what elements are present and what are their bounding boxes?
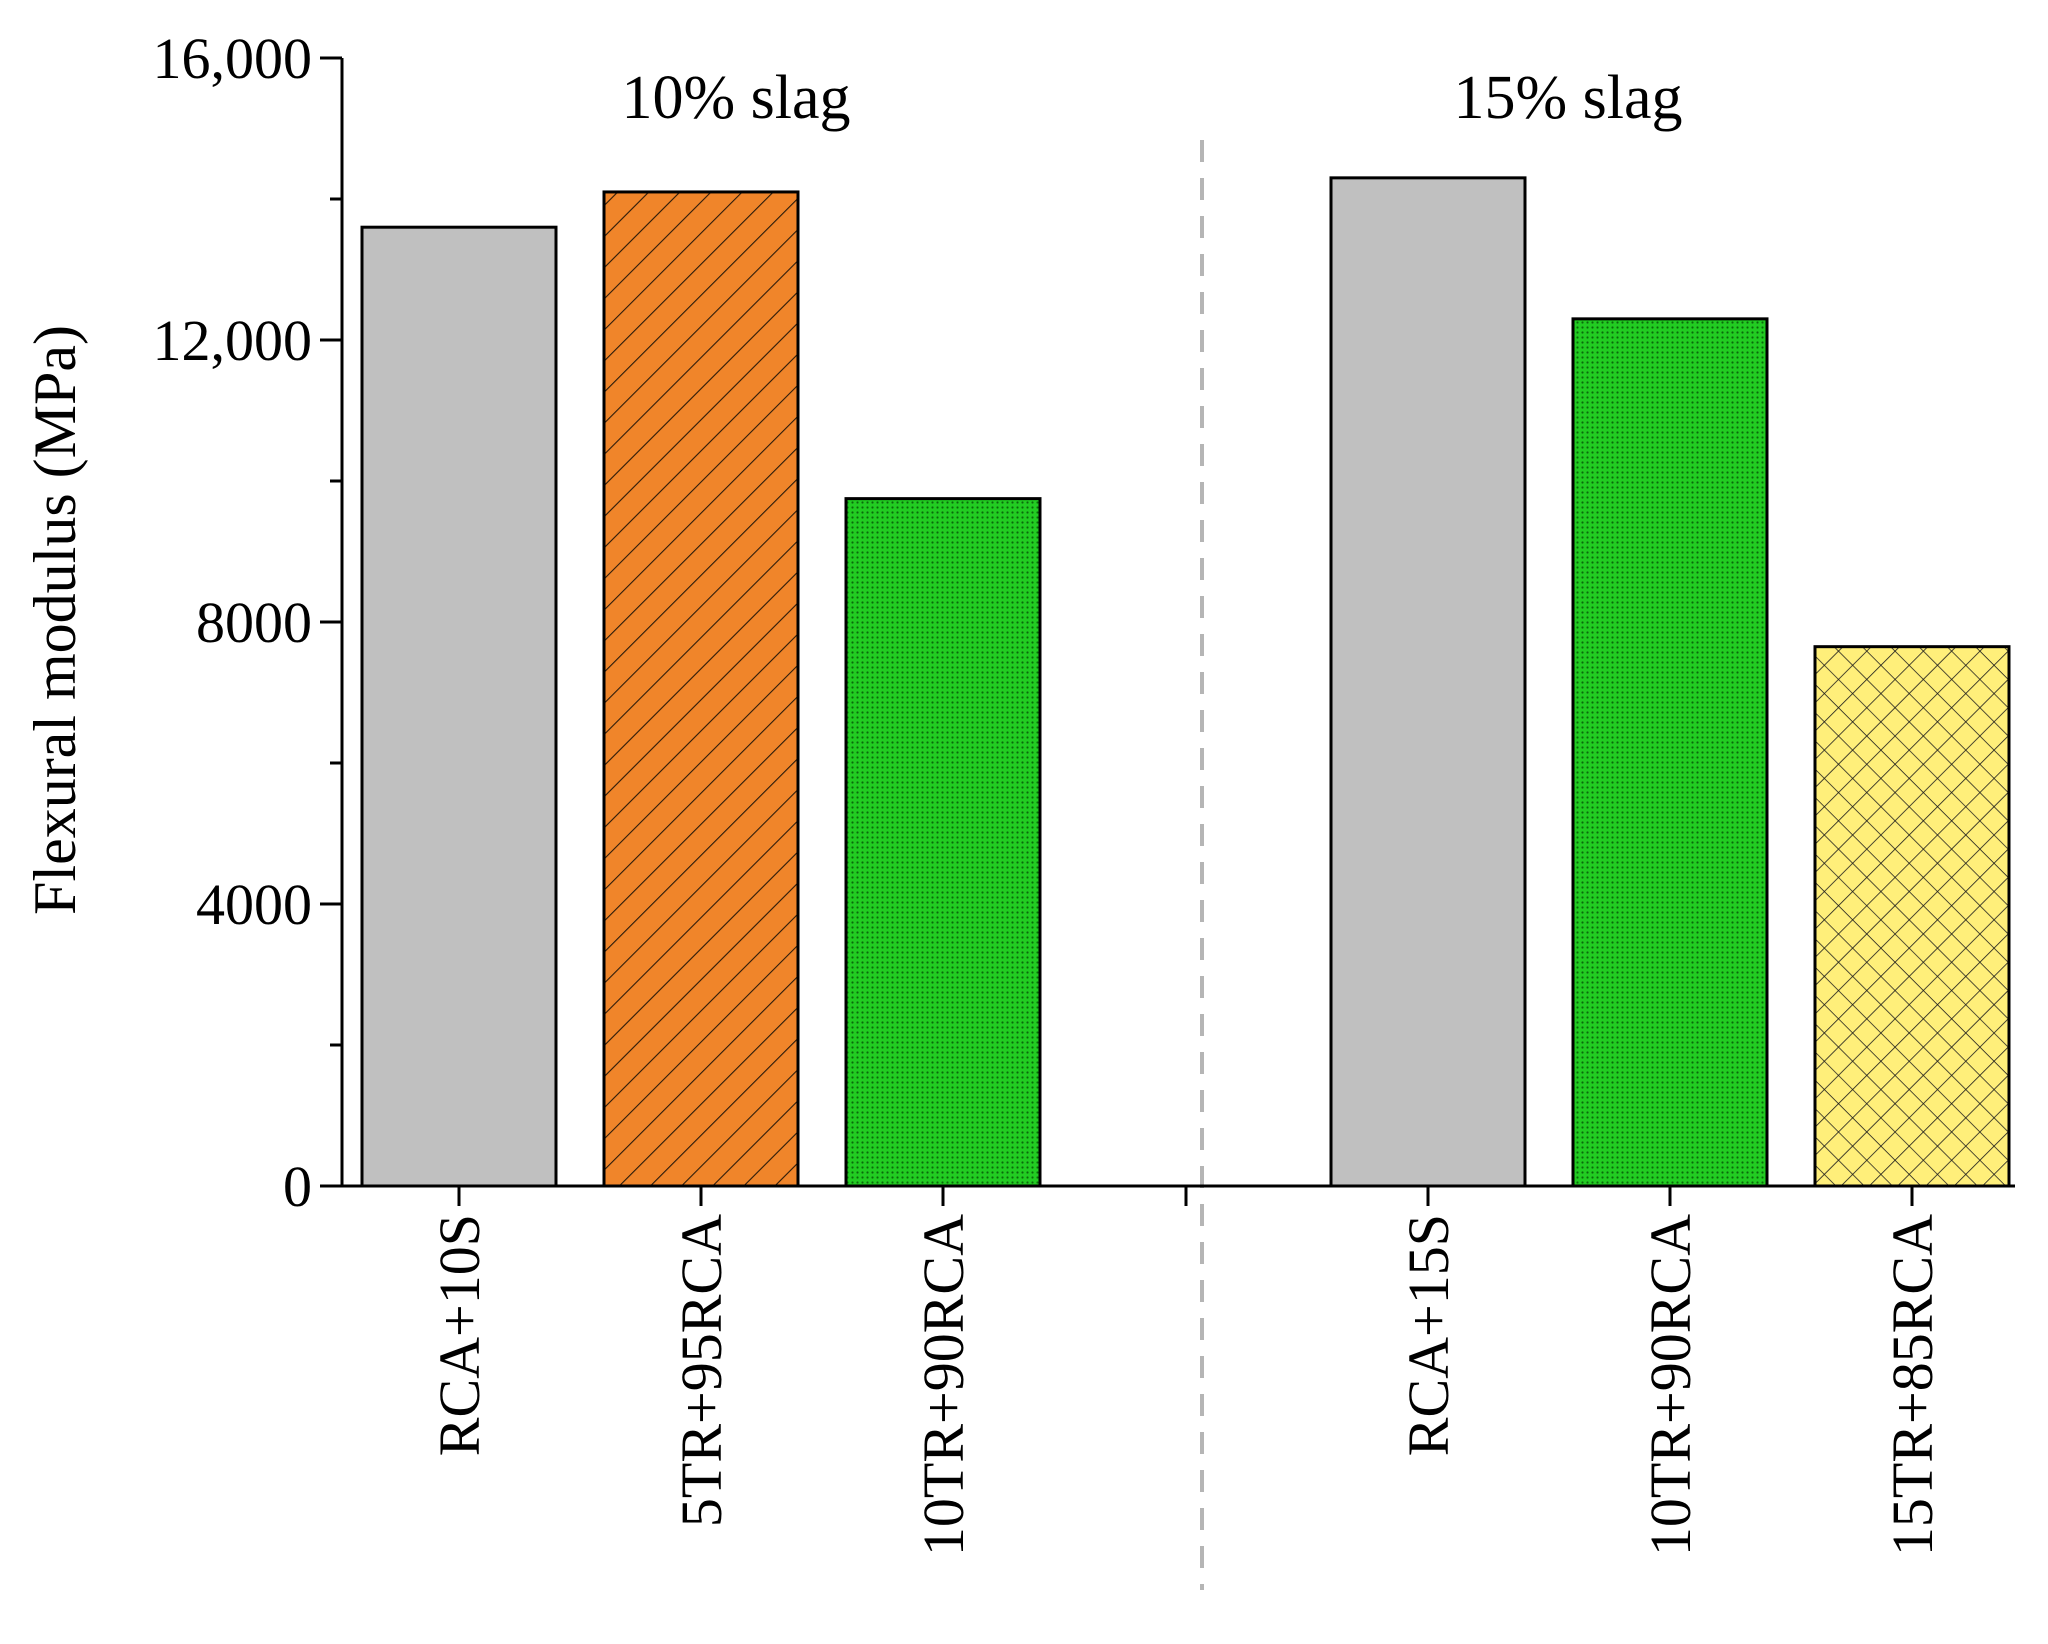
x-tick-label: RCA+10S	[427, 1214, 492, 1456]
x-tick-label: 10TR+90RCA	[1638, 1214, 1703, 1556]
group-label: 10% slag	[621, 64, 850, 132]
y-tick-label: 4000	[196, 872, 312, 937]
group-labels: 10% slag 15% slag	[621, 64, 1682, 132]
bar	[844, 497, 1042, 1188]
bars	[360, 140, 2011, 1590]
group-label: 15% slag	[1453, 64, 1682, 132]
x-tick-label: 15TR+85RCA	[1880, 1214, 1945, 1556]
bar-fill	[362, 227, 556, 1186]
bar	[602, 190, 800, 1188]
x-axis	[342, 1184, 2015, 1206]
x-tick-label: 10TR+90RCA	[911, 1214, 976, 1556]
bar-pattern	[1815, 646, 2009, 1186]
bar-pattern	[604, 191, 798, 1186]
bar-pattern	[1573, 318, 1767, 1187]
y-tick-label: 8000	[196, 590, 312, 655]
bar	[1813, 645, 2011, 1188]
bar	[1329, 176, 1527, 1188]
x-labels: RCA+10S 5TR+95RCA 10TR+90RCA RCA+15S 10TR+90…	[427, 1214, 1945, 1556]
y-axis-title: Flexural modulus (MPa)	[22, 325, 88, 915]
bar	[1571, 317, 1769, 1188]
bar-pattern	[846, 498, 1040, 1186]
y-tick-label: 12,000	[153, 308, 313, 373]
y-tick-label: 0	[283, 1154, 312, 1219]
bar	[360, 225, 558, 1188]
x-tick-label: RCA+15S	[1396, 1214, 1461, 1456]
x-tick-label: 5TR+95RCA	[669, 1214, 734, 1527]
y-axis: 0 4000 8000 12,000 16,000	[153, 26, 344, 1219]
bar-fill	[1331, 177, 1525, 1187]
y-tick-label: 16,000	[153, 26, 313, 91]
